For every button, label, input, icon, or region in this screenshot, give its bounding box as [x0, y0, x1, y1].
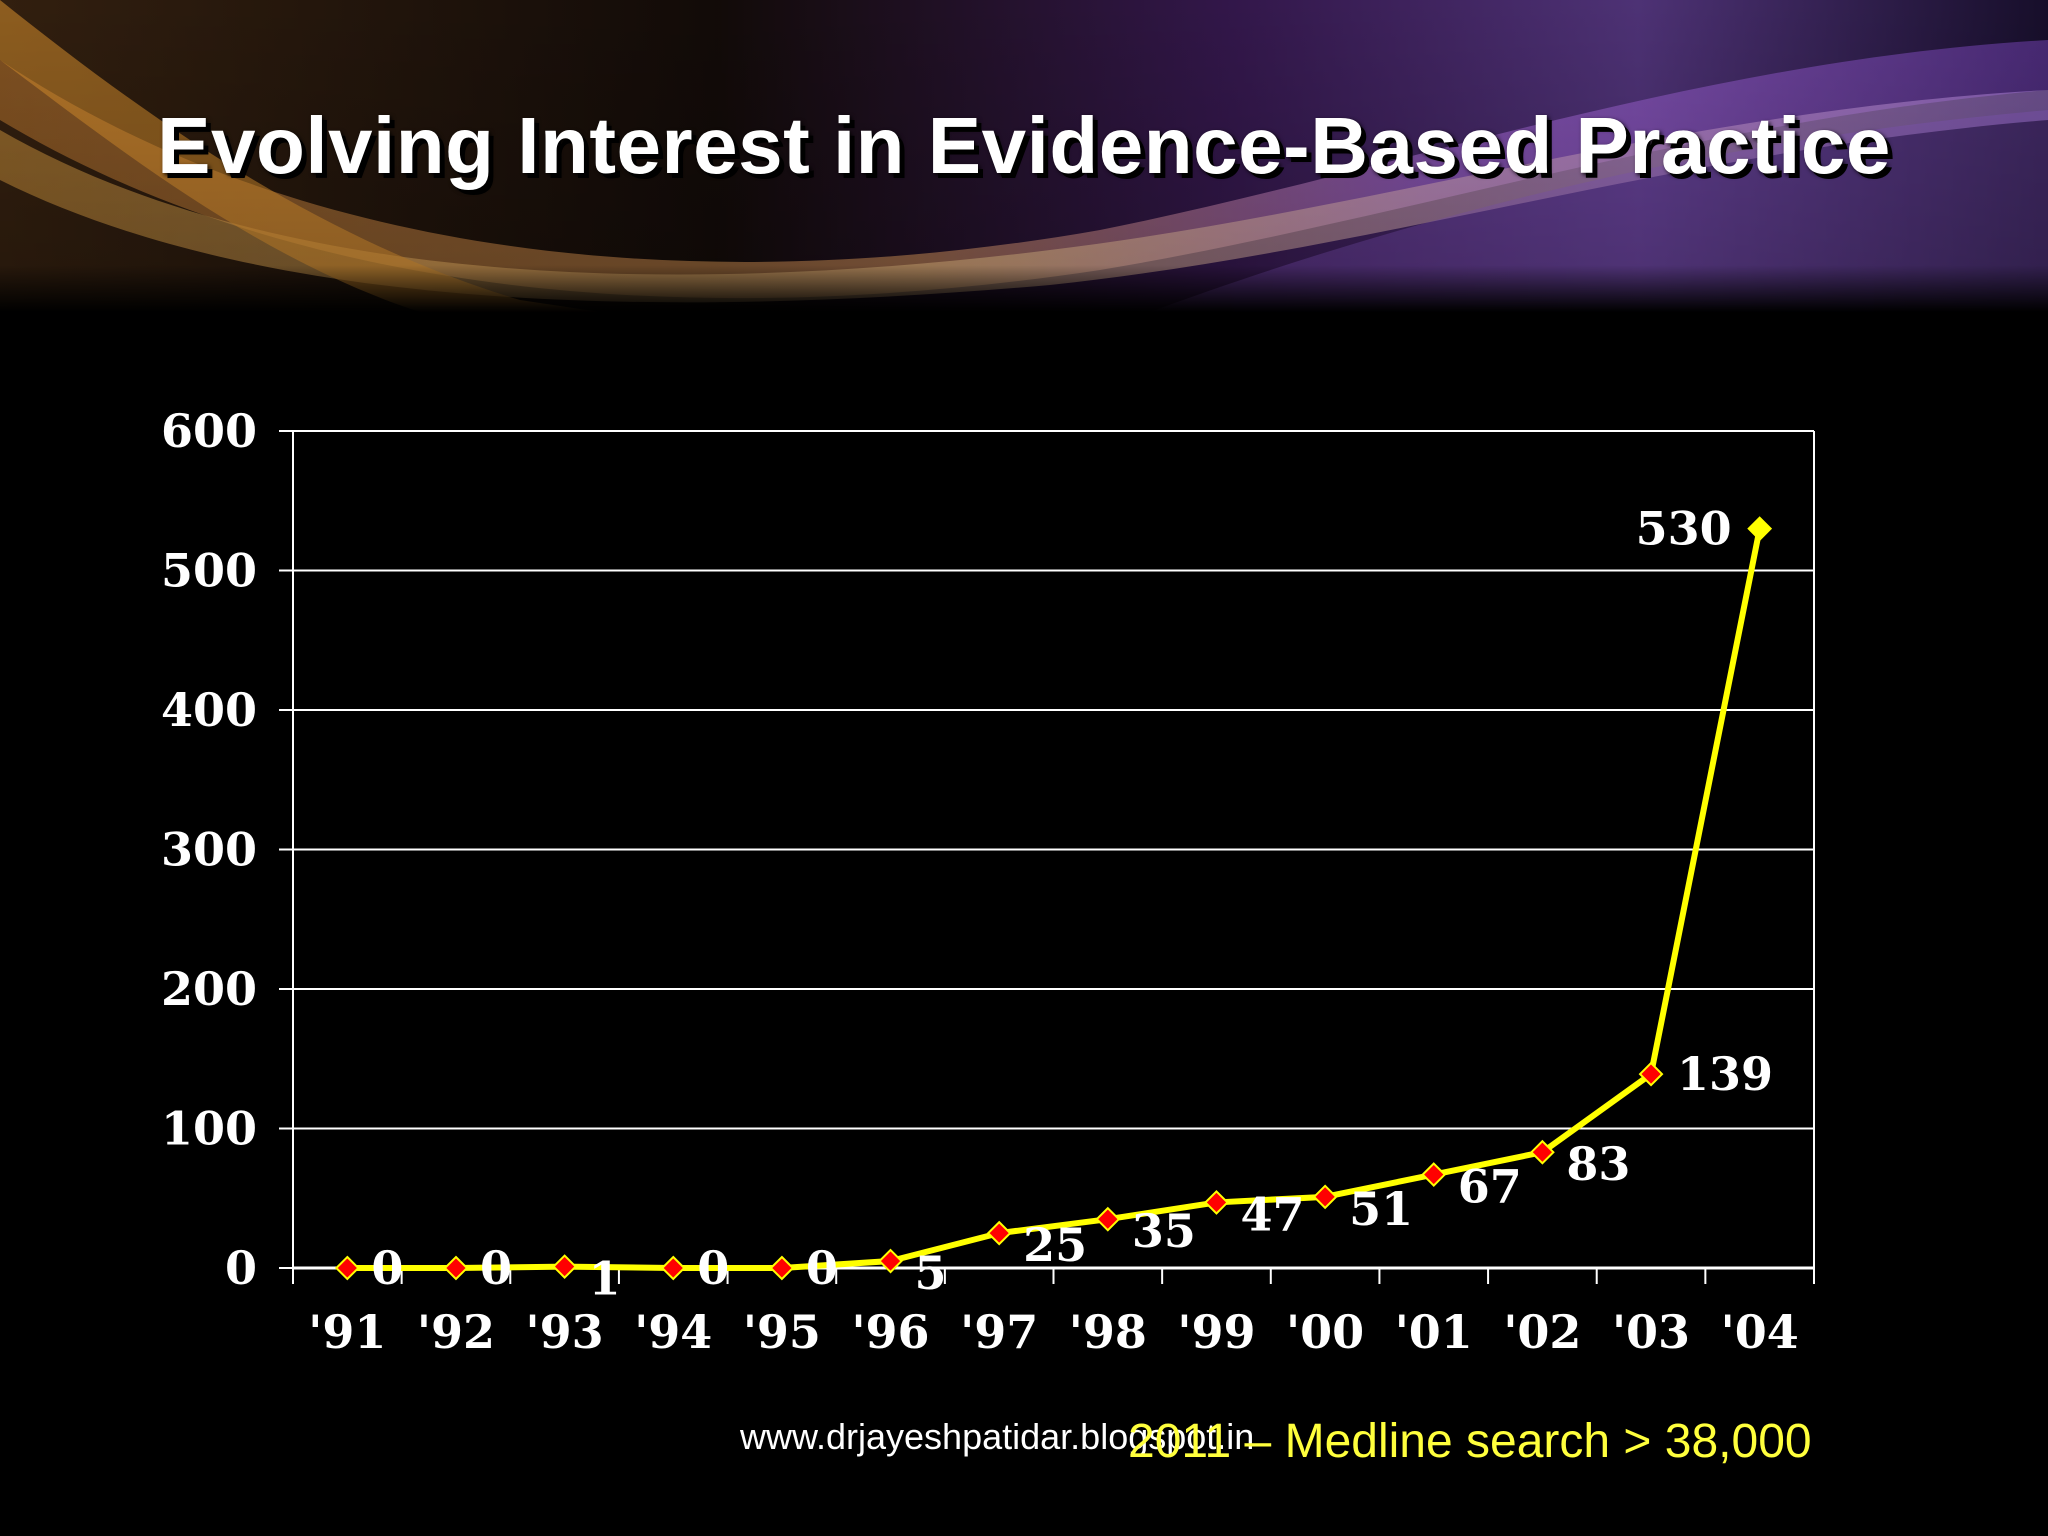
- grid-lines: [293, 430, 1814, 1130]
- y-axis-tick-labels: 0 100 200 300 400 500 600: [161, 404, 257, 1295]
- data-point-marker: [769, 1255, 795, 1281]
- y-tick-label: 400: [161, 683, 257, 737]
- y-tick-label: 300: [161, 823, 257, 877]
- data-label: 139: [1677, 1047, 1773, 1101]
- y-tick-label: 100: [161, 1102, 257, 1156]
- data-point-marker: [986, 1220, 1012, 1246]
- x-tick-label: '04: [1721, 1305, 1799, 1359]
- data-point-marker: [1638, 1061, 1664, 1087]
- x-tick-label: '95: [743, 1305, 821, 1359]
- y-tick-label: 500: [161, 544, 257, 598]
- banner-background: [0, 0, 2048, 312]
- x-tick-label: '93: [526, 1305, 604, 1359]
- data-point-marker: [1204, 1190, 1229, 1215]
- x-tick-label: '01: [1395, 1305, 1473, 1359]
- x-tick-label: '03: [1612, 1305, 1690, 1359]
- data-label: 25: [1023, 1218, 1087, 1272]
- data-label: 0: [480, 1241, 512, 1295]
- series-line: [347, 528, 1763, 1271]
- x-tick-label: '91: [308, 1305, 386, 1359]
- data-label: 35: [1132, 1204, 1196, 1258]
- data-point-marker: [334, 1255, 360, 1281]
- slide-title: Evolving Interest in Evidence-Based Prac…: [157, 101, 1891, 190]
- data-label: 0: [806, 1241, 838, 1295]
- data-point-marker: [443, 1255, 469, 1281]
- watermark-text: www.drjayeshpatidar.blogspot.in: [740, 1416, 1255, 1457]
- data-point-marker: [552, 1254, 578, 1280]
- data-label: 0: [371, 1241, 403, 1295]
- data-point-marker: [1421, 1162, 1447, 1187]
- data-point-marker: [1529, 1139, 1555, 1165]
- data-label: 47: [1240, 1187, 1304, 1241]
- data-label: 1: [589, 1252, 621, 1306]
- x-tick-label: '00: [1286, 1305, 1364, 1359]
- x-tick-label: '94: [634, 1305, 712, 1359]
- y-tick-label: 0: [225, 1241, 257, 1295]
- y-tick-label: 600: [161, 404, 257, 458]
- x-axis-tick-labels: '91 '92 '93 '94 '95 '96 '97 '98 '99 '00 '01 '02 '03 '…: [308, 1305, 1798, 1359]
- x-tick-label: '99: [1177, 1305, 1255, 1359]
- x-tick-label: '02: [1503, 1305, 1581, 1359]
- data-label: 0: [697, 1241, 729, 1295]
- x-tick-label: '97: [960, 1305, 1038, 1359]
- medline-note: 2011 – Medline search > 38,000: [1128, 1415, 1812, 1468]
- data-point-marker: [660, 1255, 686, 1281]
- series-markers: [334, 516, 1773, 1281]
- data-label: 530: [1636, 502, 1732, 556]
- data-point-marker: [1312, 1184, 1338, 1210]
- data-labels: 0 0 1 0 0 5 25 35 47 51 67 83 139 530: [371, 502, 1773, 1306]
- data-label: 83: [1566, 1137, 1630, 1191]
- x-tick-label: '92: [417, 1305, 495, 1359]
- series-line-path: [347, 528, 1763, 1271]
- x-tick-label: '96: [851, 1305, 929, 1359]
- data-label: 67: [1458, 1160, 1522, 1214]
- data-point-marker: [1747, 516, 1773, 542]
- y-tick-label: 200: [161, 962, 257, 1016]
- data-label: 5: [915, 1246, 947, 1300]
- data-point-marker: [878, 1248, 903, 1274]
- data-label: 51: [1349, 1182, 1413, 1236]
- data-point-marker: [1095, 1206, 1121, 1232]
- x-tick-label: '98: [1069, 1305, 1147, 1359]
